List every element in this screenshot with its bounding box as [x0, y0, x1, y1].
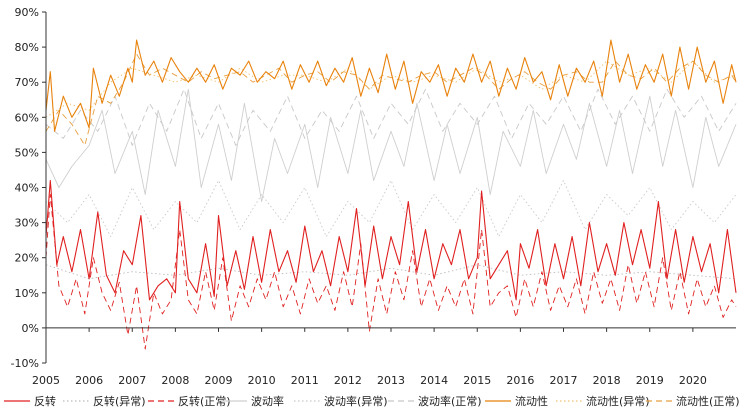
x-tick-label: 2019	[636, 374, 664, 387]
y-tick-label: -10%	[11, 357, 39, 370]
x-tick-label: 2013	[377, 374, 405, 387]
y-tick-label: 90%	[15, 6, 39, 19]
series-line-2	[45, 194, 737, 350]
series-line-1	[45, 264, 737, 280]
legend-label: 反转	[34, 394, 56, 408]
x-tick-label: 2011	[291, 374, 319, 387]
x-axis: 2005 2006 2007 2008 2009 2010 2011 2012 2013 2014…	[32, 327, 736, 387]
legend-label: 波动率(异常)	[324, 394, 388, 408]
series-line-6	[45, 39, 737, 132]
x-tick-label: 2006	[75, 374, 103, 387]
y-tick-label: 10%	[15, 287, 39, 300]
y-tick-label: 0%	[22, 322, 39, 335]
y-tick-label: 80%	[15, 41, 39, 54]
x-tick-label: 2009	[205, 374, 233, 387]
legend-label: 反转(异常)	[93, 394, 146, 408]
series-line-7	[45, 60, 737, 118]
x-tick-label: 2007	[118, 374, 146, 387]
y-tick-label: 20%	[15, 252, 39, 265]
x-tick-label: 2018	[593, 374, 621, 387]
legend-label: 流动性	[515, 394, 548, 408]
legend-label: 波动率(正常)	[418, 394, 482, 408]
y-tick-label: 70%	[15, 76, 39, 89]
x-tick-label: 2017	[550, 374, 578, 387]
x-tick-label: 2016	[506, 374, 534, 387]
y-tick-label: 40%	[15, 182, 39, 195]
legend-label: 流动性(正常)	[676, 394, 740, 408]
y-tick-label: 30%	[15, 217, 39, 230]
x-tick-label: 2008	[161, 374, 189, 387]
x-tick-label: 2010	[248, 374, 276, 387]
series-line-0	[45, 179, 737, 301]
legend-label: 反转(正常)	[178, 394, 231, 408]
legend-label: 流动性(异常)	[586, 394, 650, 408]
x-tick-label: 2005	[32, 374, 60, 387]
y-tick-label: 60%	[15, 111, 39, 124]
x-tick-label: 2020	[679, 374, 707, 387]
x-tick-label: 2012	[334, 374, 362, 387]
x-tick-label: 2014	[420, 374, 448, 387]
series-line-3	[45, 88, 737, 202]
x-tick-label: 2015	[463, 374, 491, 387]
y-tick-label: 50%	[15, 146, 39, 159]
plot-lines	[45, 39, 737, 350]
legend-label: 波动率	[251, 394, 284, 408]
y-axis: -10% 0% 10% 20% 30% 40% 50% 60% 70% 80% 90%	[11, 6, 47, 370]
series-line-4	[45, 180, 737, 238]
series-line-5	[45, 88, 737, 146]
legend: 反转 反转(异常) 反转(正常) 波动率 波动率(异常) 波动率(正常) 流动性 流动性(异常…	[4, 394, 740, 408]
